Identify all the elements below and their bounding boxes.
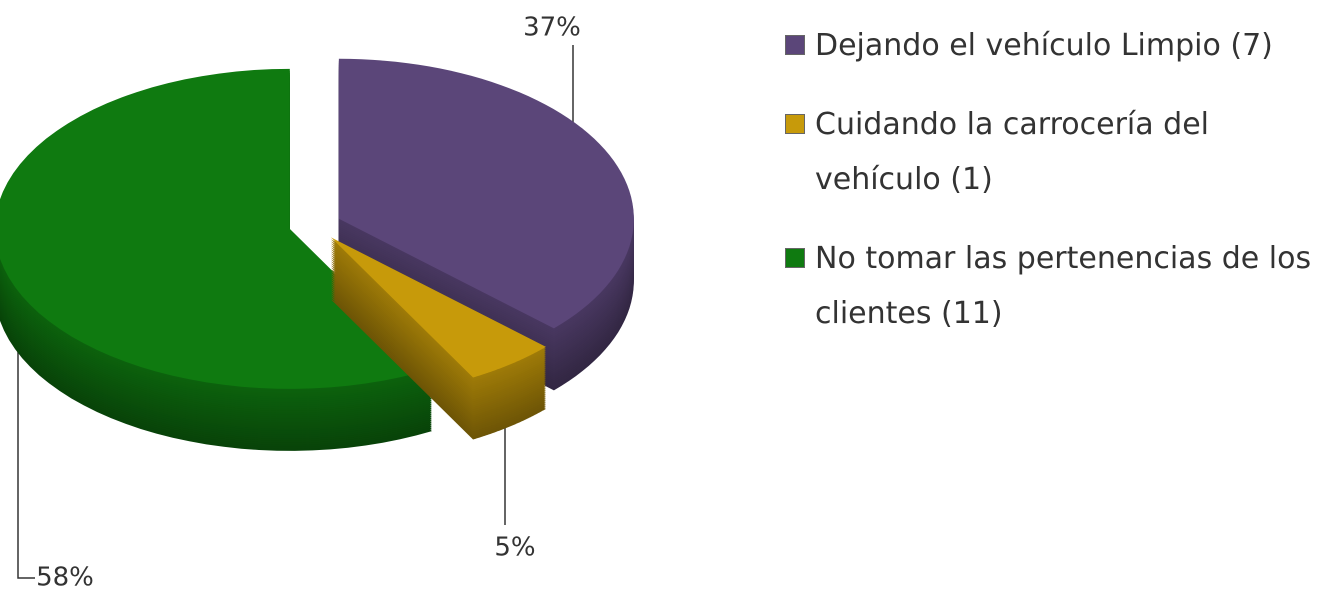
- data-label: 37%: [523, 13, 581, 43]
- slice: [338, 58, 634, 329]
- legend-label: No tomar las pertenencias de los cliente…: [815, 241, 1312, 331]
- data-label: 58%: [36, 563, 94, 593]
- legend-label: Dejando el vehículo Limpio (7): [815, 28, 1273, 63]
- legend: Dejando el vehículo Limpio (7) Cuidando l…: [785, 18, 1315, 365]
- legend-label: Cuidando la carrocería del vehículo (1): [815, 107, 1210, 197]
- legend-item: Dejando el vehículo Limpio (7): [785, 18, 1315, 73]
- slice: [330, 237, 546, 378]
- data-label: 5%: [494, 533, 535, 563]
- legend-item: Cuidando la carrocería del vehículo (1): [785, 97, 1315, 207]
- leader-line: [17, 320, 35, 579]
- legend-item: No tomar las pertenencias de los cliente…: [785, 231, 1315, 341]
- slice: [0, 68, 432, 389]
- legend-swatch: [785, 248, 805, 268]
- legend-swatch: [785, 114, 805, 134]
- legend-swatch: [785, 35, 805, 55]
